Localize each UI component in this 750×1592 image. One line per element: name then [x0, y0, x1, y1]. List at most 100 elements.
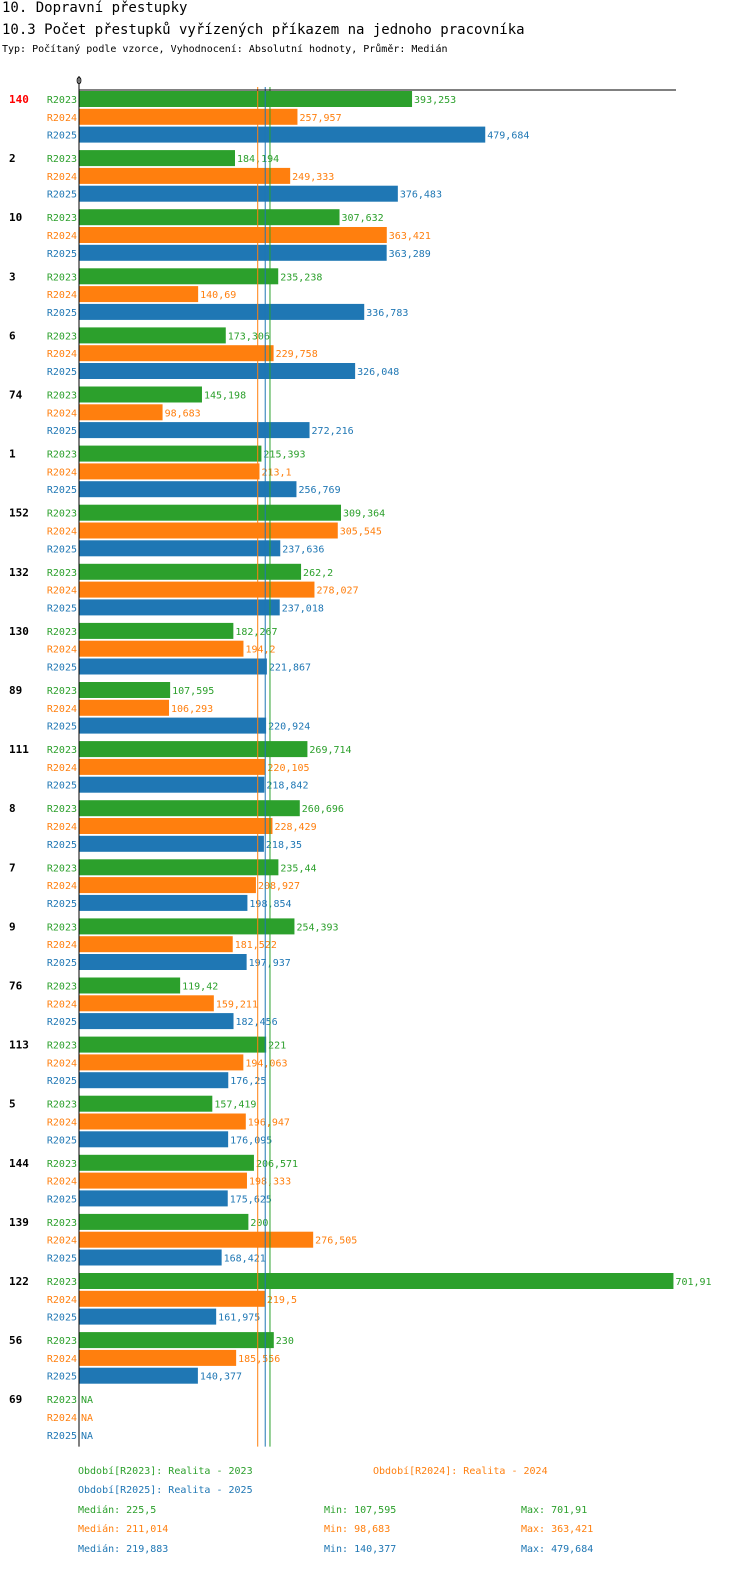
data-label: 276,505: [315, 1236, 357, 1247]
group-label: 7: [9, 861, 16, 874]
data-label: 363,421: [389, 231, 431, 242]
data-label: 182,456: [236, 1017, 278, 1028]
bar: [79, 1172, 247, 1189]
series-label: R2025: [47, 367, 77, 378]
series-label: R2024: [47, 113, 77, 124]
bar: [79, 699, 170, 716]
data-label: 175,625: [230, 1194, 272, 1205]
stat-max-2023: Max: 701,91: [521, 1505, 588, 1516]
series-label: R2025: [47, 899, 77, 910]
group-label: 5: [9, 1098, 16, 1111]
group-label: 76: [9, 980, 23, 993]
series-label: R2023: [47, 95, 77, 106]
group-label: 144: [9, 1157, 29, 1170]
series-label: R2023: [47, 1218, 77, 1229]
data-label: 185,556: [238, 1354, 280, 1365]
data-label: 218,35: [266, 840, 302, 851]
bar: [79, 758, 266, 775]
series-label: R2025: [47, 663, 77, 674]
data-label: 254,393: [296, 922, 338, 933]
group-label: 3: [9, 270, 16, 283]
bar: [79, 327, 226, 344]
stat-max-2024: Max: 363,421: [521, 1524, 594, 1535]
data-label: 326,048: [357, 367, 399, 378]
bar: [79, 954, 247, 970]
bar: [79, 622, 234, 639]
legend-period-2024: Období[R2024]: Realita - 2024: [373, 1466, 548, 1477]
data-label: 393,253: [414, 95, 456, 106]
group-label: 140: [9, 93, 29, 106]
bar: [79, 445, 262, 462]
series-label: R2023: [47, 568, 77, 579]
bar: [79, 717, 267, 734]
series-label: R2025: [47, 840, 77, 851]
legend-period-2023: Období[R2023]: Realita - 2023: [78, 1466, 253, 1477]
series-label: R2023: [47, 1277, 77, 1288]
series-label: R2024: [47, 527, 77, 538]
bar: [79, 126, 486, 143]
series-label: R2024: [47, 231, 77, 242]
data-label: 215,393: [263, 450, 305, 461]
series-label: R2024: [47, 1295, 77, 1306]
bar: [79, 599, 280, 616]
series-label: R2025: [47, 1194, 77, 1205]
group-label: 139: [9, 1216, 29, 1229]
series-label: R2023: [47, 1041, 77, 1052]
series-label: R2023: [47, 154, 77, 165]
data-label: 106,293: [171, 704, 213, 715]
series-label: R2023: [47, 272, 77, 283]
series-label: R2025: [47, 1076, 77, 1087]
stat-median-2024: Medián: 211,014: [78, 1524, 169, 1535]
series-label: R2025: [47, 1017, 77, 1028]
series-label: R2023: [47, 1395, 77, 1406]
bar: [79, 268, 279, 285]
bar: [79, 1013, 234, 1030]
bar: [79, 108, 298, 125]
group-label: 9: [9, 920, 16, 933]
data-label: 262,2: [303, 568, 333, 579]
bar: [79, 563, 302, 580]
bar: [79, 504, 342, 521]
bar: [79, 167, 291, 184]
data-label: NA: [81, 1395, 93, 1406]
group-label: 10: [9, 211, 22, 224]
x-tick-label: 0: [76, 76, 82, 87]
data-label: 249,333: [292, 172, 334, 183]
bar: [79, 209, 340, 226]
group-label: 1: [9, 448, 16, 461]
bar: [79, 741, 308, 758]
data-label: 220,105: [267, 763, 309, 774]
data-label: 307,632: [342, 213, 384, 224]
series-label: R2025: [47, 308, 77, 319]
series-label: R2023: [47, 331, 77, 342]
bar: [79, 776, 265, 793]
data-label: 140,69: [200, 290, 236, 301]
data-label: 206,571: [256, 1159, 298, 1170]
chart-title: 10.3 Počet přestupků vyřízených příkazem…: [2, 22, 525, 38]
series-label: R2023: [47, 213, 77, 224]
data-label: 159,211: [216, 999, 258, 1010]
bar: [79, 150, 235, 167]
series-label: R2023: [47, 804, 77, 815]
bar: [79, 540, 281, 557]
bar: [79, 995, 214, 1012]
data-label: 213,1: [261, 467, 291, 478]
series-label: R2024: [47, 999, 77, 1010]
data-label: 145,198: [204, 391, 246, 402]
series-label: R2024: [47, 763, 77, 774]
series-label: R2025: [47, 1135, 77, 1146]
bar: [79, 1290, 265, 1307]
series-label: R2023: [47, 745, 77, 756]
series-label: R2023: [47, 1336, 77, 1347]
group-label: 130: [9, 625, 29, 638]
bar: [79, 800, 300, 817]
series-label: R2024: [47, 1413, 77, 1424]
series-label: R2025: [47, 722, 77, 733]
series-label: R2024: [47, 1236, 77, 1247]
series-label: R2024: [47, 704, 77, 715]
data-label: 260,696: [302, 804, 344, 815]
series-label: R2025: [47, 958, 77, 969]
bar: [79, 463, 260, 480]
data-label: 235,44: [280, 863, 316, 874]
series-label: R2025: [47, 1254, 77, 1265]
